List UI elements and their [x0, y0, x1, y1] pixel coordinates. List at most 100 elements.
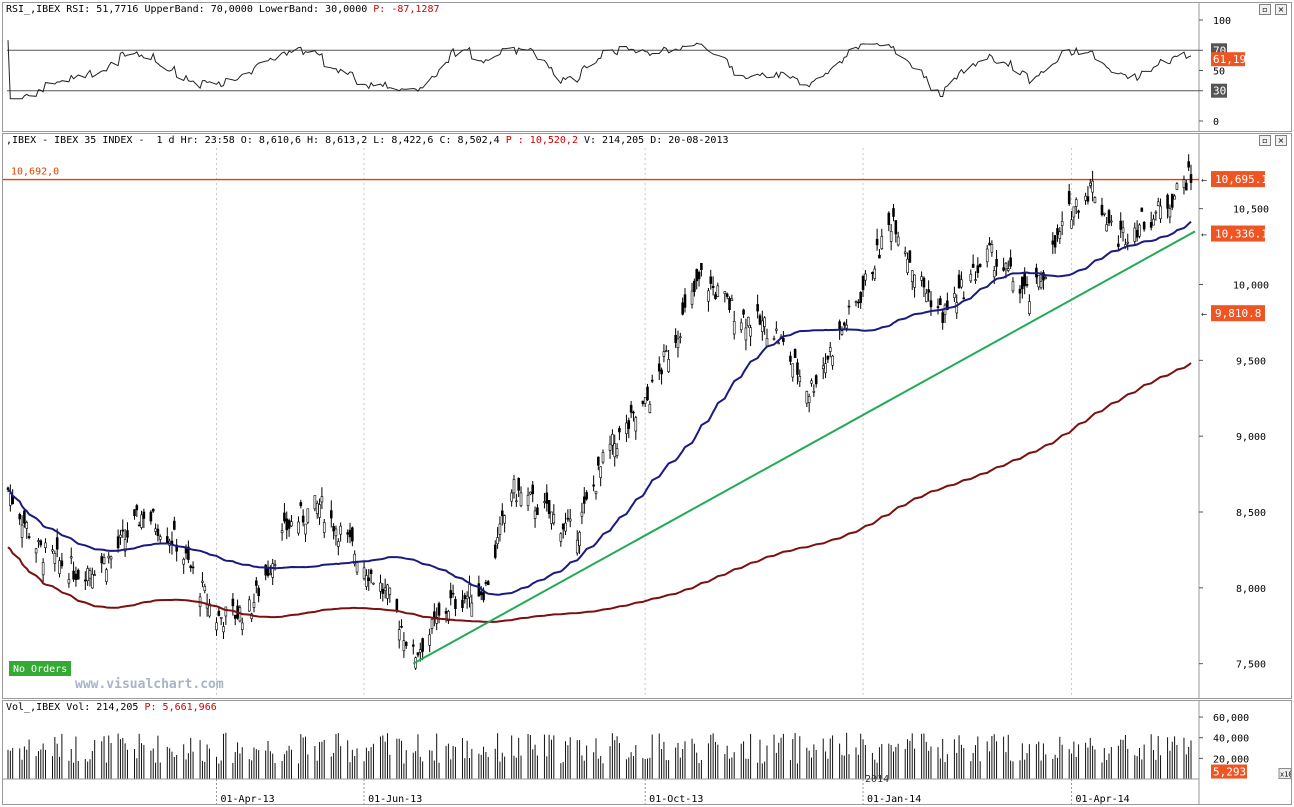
price-tick-label: 7,500	[1236, 660, 1266, 671]
no-orders-badge: No Orders	[13, 664, 67, 675]
candle-body	[201, 580, 204, 583]
candle-body	[1152, 218, 1155, 226]
candle-body	[187, 546, 190, 560]
candle-body	[257, 587, 260, 597]
close-icon[interactable]: ×	[1275, 135, 1287, 146]
candle-body	[271, 563, 274, 578]
candle-body	[878, 254, 881, 259]
candle-body	[23, 510, 26, 524]
candle-body	[470, 602, 474, 617]
candle-body	[517, 478, 520, 491]
rsi-tick-label: 0	[1213, 117, 1219, 128]
candle-body	[798, 376, 802, 382]
candle-body	[611, 434, 614, 446]
candle-body	[843, 322, 846, 326]
candle-body	[151, 508, 155, 512]
restore-icon[interactable]: ▫	[1259, 135, 1271, 146]
candle-body	[240, 622, 244, 630]
candle-body	[367, 577, 371, 582]
candle-body	[1077, 210, 1080, 213]
candle-body	[859, 291, 862, 303]
candle-body	[156, 528, 160, 536]
candle-body	[821, 365, 825, 369]
candle-body	[824, 363, 827, 374]
candle-body	[290, 521, 293, 527]
candle-body	[807, 396, 811, 403]
candle-body	[255, 580, 258, 586]
candle-body	[486, 581, 490, 586]
candle-body	[962, 297, 966, 300]
candle-body	[648, 403, 652, 414]
candle-body	[995, 258, 998, 267]
close-icon[interactable]: ×	[1275, 4, 1287, 15]
candle-body	[397, 629, 401, 641]
candle-body	[416, 652, 420, 656]
candle-body	[695, 269, 698, 282]
rsi-tag-bg	[1211, 83, 1227, 98]
candle-body	[419, 649, 422, 653]
candle-body	[641, 400, 645, 404]
candle-body	[812, 391, 816, 393]
candle-body	[575, 539, 579, 554]
candle-body	[910, 270, 914, 282]
x-axis-label: 01-Apr-13	[220, 794, 274, 804]
candle-body	[925, 292, 928, 302]
candle-body	[334, 528, 338, 537]
candle-body	[582, 496, 586, 504]
candle-body	[913, 274, 916, 288]
candle-body	[121, 529, 125, 532]
candle-body	[72, 570, 75, 580]
rsi-tag: 30	[1213, 85, 1226, 98]
candle-body	[6, 487, 10, 490]
candle-body	[1051, 240, 1055, 245]
candle-body	[381, 588, 385, 594]
restore-icon[interactable]: ▫	[1259, 4, 1271, 15]
candle-body	[793, 348, 797, 358]
candle-body	[526, 494, 530, 507]
candle-body	[9, 493, 12, 506]
candle-body	[337, 541, 340, 547]
candle-body	[430, 619, 434, 629]
candle-body	[44, 542, 47, 548]
candle-body	[789, 355, 792, 362]
candle-body	[116, 536, 120, 549]
volume-tick-label: 40,000	[1213, 734, 1249, 745]
candle-body	[173, 520, 176, 530]
candle-body	[985, 248, 989, 263]
candle-body	[1021, 276, 1024, 290]
candle-body	[854, 301, 858, 303]
candle-body	[175, 544, 178, 552]
candle-body	[763, 317, 766, 327]
watermark: www.visualchart.com	[75, 677, 224, 692]
candle-body	[451, 592, 455, 595]
candle-body	[693, 280, 696, 293]
price-tag-bg	[1211, 225, 1265, 242]
candle-body	[362, 567, 366, 579]
candle-body	[634, 417, 638, 432]
ma-short-line	[7, 220, 1192, 596]
candle-body	[301, 515, 305, 523]
candle-body	[1175, 183, 1179, 190]
rsi-tag-bg	[1211, 52, 1245, 67]
candle-body	[613, 443, 617, 458]
candle-body	[765, 338, 769, 347]
candle-body	[1006, 268, 1010, 271]
candle-body	[566, 517, 570, 520]
candle-body	[372, 582, 375, 585]
candle-body	[119, 534, 122, 538]
candle-body	[484, 582, 488, 584]
candle-body	[547, 500, 551, 514]
volume-panel-title: Vol_,IBEX Vol: 214,205 P: 5,661,966	[6, 702, 217, 713]
candle-body	[137, 524, 141, 527]
candle-body	[428, 634, 431, 646]
candle-body	[1168, 208, 1172, 218]
candle-body	[454, 599, 457, 609]
price-tag-bg	[1211, 305, 1265, 322]
price-tick-label: 9,000	[1236, 432, 1266, 443]
candle-body	[191, 566, 195, 569]
candle-body	[978, 264, 982, 268]
candle-body	[477, 583, 481, 597]
trendline	[412, 230, 1196, 665]
candle-body	[711, 285, 715, 289]
candle-body	[107, 555, 111, 559]
